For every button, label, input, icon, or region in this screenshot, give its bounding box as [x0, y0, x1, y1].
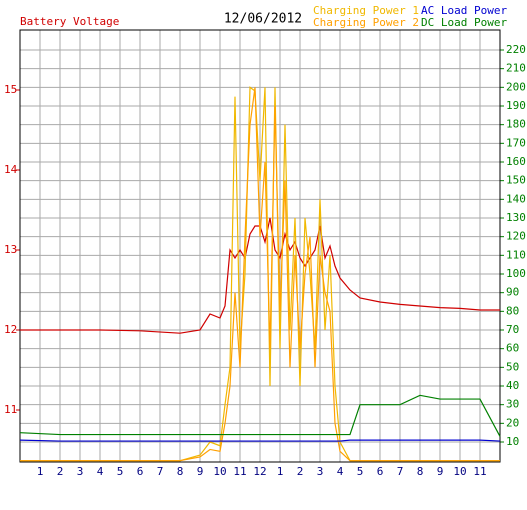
legend-label: DC Load Power — [421, 16, 507, 29]
y2-tick-label: 120 — [506, 230, 526, 243]
x-tick-label: 8 — [177, 465, 184, 478]
y-tick-label: 12 — [4, 323, 17, 336]
x-tick-label: 1 — [37, 465, 44, 478]
x-tick-label: 3 — [317, 465, 324, 478]
y-tick-label: 14 — [4, 163, 18, 176]
x-tick-label: 9 — [197, 465, 204, 478]
y2-tick-label: 50 — [506, 360, 519, 373]
x-tick-label: 10 — [213, 465, 226, 478]
x-tick-label: 4 — [97, 465, 104, 478]
y2-tick-label: 40 — [506, 379, 519, 392]
y2-tick-label: 220 — [506, 43, 526, 56]
x-tick-label: 1 — [277, 465, 284, 478]
y2-tick-label: 110 — [506, 248, 526, 261]
series-line — [20, 217, 500, 334]
y2-tick-label: 60 — [506, 342, 519, 355]
x-tick-label: 6 — [137, 465, 144, 478]
x-tick-label: 3 — [77, 465, 84, 478]
y2-tick-label: 140 — [506, 192, 526, 205]
y2-tick-label: 200 — [506, 80, 526, 93]
y2-tick-label: 20 — [506, 416, 519, 429]
y-tick-label: 15 — [4, 83, 17, 96]
x-tick-label: 11 — [473, 465, 486, 478]
y2-tick-label: 150 — [506, 174, 526, 187]
y2-tick-label: 190 — [506, 99, 526, 112]
legend-label: Battery Voltage — [20, 15, 119, 28]
y2-tick-label: 180 — [506, 118, 526, 131]
y2-tick-label: 70 — [506, 323, 519, 336]
y-tick-label: 11 — [4, 403, 17, 416]
x-tick-label: 12 — [253, 465, 266, 478]
y-tick-label: 13 — [4, 243, 17, 256]
series-line — [19, 394, 501, 437]
y2-tick-label: 210 — [506, 62, 526, 75]
x-tick-label: 11 — [233, 465, 246, 478]
y2-tick-label: 30 — [506, 398, 519, 411]
x-tick-label: 6 — [377, 465, 384, 478]
series-line — [20, 87, 500, 462]
x-tick-label: 2 — [57, 465, 64, 478]
x-tick-label: 7 — [397, 465, 404, 478]
y2-tick-label: 160 — [506, 155, 526, 168]
legend-label: AC Load Power — [421, 4, 507, 17]
x-tick-label: 2 — [297, 465, 304, 478]
y2-tick-label: 80 — [506, 304, 519, 317]
chart-title: 12/06/2012 — [224, 12, 302, 27]
x-tick-label: 9 — [437, 465, 444, 478]
legend-label: Charging Power 2 — [313, 16, 419, 29]
x-tick-label: 5 — [357, 465, 364, 478]
y2-tick-label: 100 — [506, 267, 526, 280]
y2-tick-label: 90 — [506, 286, 519, 299]
x-tick-label: 7 — [157, 465, 164, 478]
series-line — [19, 439, 501, 442]
legend-label: Charging Power 1 — [313, 4, 419, 17]
x-tick-label: 8 — [417, 465, 424, 478]
x-tick-label: 10 — [453, 465, 466, 478]
x-tick-label: 5 — [117, 465, 124, 478]
x-tick-label: 4 — [337, 465, 344, 478]
plot-frame — [19, 29, 501, 463]
y2-tick-label: 10 — [506, 435, 519, 448]
y2-tick-label: 130 — [506, 211, 526, 224]
y2-tick-label: 170 — [506, 136, 526, 149]
